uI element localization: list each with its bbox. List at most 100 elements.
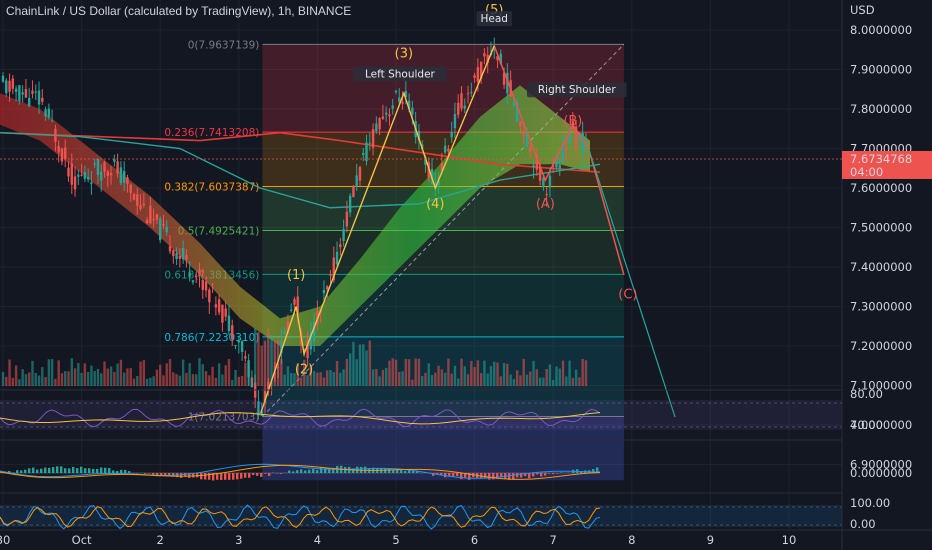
macd-bar	[212, 473, 215, 481]
candle-body	[70, 163, 73, 185]
candle-body	[214, 304, 218, 308]
candle-body	[512, 103, 516, 107]
macd-bar	[120, 469, 123, 473]
volume-bar	[31, 360, 34, 386]
volume-bar	[460, 358, 463, 386]
volume-bar	[411, 379, 414, 386]
macd-bar	[592, 469, 595, 473]
candle-body	[424, 157, 427, 165]
volume-bar	[103, 361, 106, 386]
macd-bar	[460, 473, 463, 480]
volume-bar	[450, 373, 453, 386]
macd-bar	[528, 473, 531, 479]
candle-body	[529, 147, 532, 152]
macd-bar	[560, 472, 563, 473]
y-tick-label: 7.0000000	[850, 418, 912, 432]
candle-body	[394, 90, 398, 93]
candle-body	[191, 280, 195, 283]
volume-bar	[538, 377, 542, 386]
macd-bar	[304, 470, 307, 473]
macd-bar	[264, 473, 267, 474]
macd-bar	[300, 469, 303, 473]
volume-bar	[116, 363, 119, 386]
macd-bar	[224, 473, 227, 480]
macd-bar	[92, 468, 95, 473]
volume-bar	[571, 377, 575, 386]
macd-bar	[468, 473, 471, 480]
candle-body	[329, 274, 332, 276]
macd-bar	[244, 473, 247, 478]
volume-bar	[149, 377, 152, 386]
candle-body	[106, 171, 109, 177]
macd-bar	[156, 473, 159, 477]
candle-body	[47, 108, 51, 118]
candle-body	[552, 165, 555, 167]
candle-body	[217, 299, 221, 313]
candle-body	[155, 214, 159, 220]
volume-bar	[407, 359, 411, 386]
rsi-band	[0, 400, 842, 430]
macd-bar	[232, 473, 235, 480]
volume-bar	[515, 370, 519, 386]
candle-body	[496, 56, 499, 61]
candle-body	[290, 309, 293, 311]
macd-bar	[548, 473, 551, 474]
x-tick-label: 4	[314, 533, 321, 547]
candle-body	[152, 219, 155, 221]
candle-body	[142, 203, 146, 206]
annotation-left-shoulder: Left Shoulder	[365, 68, 436, 80]
volume-bar	[437, 365, 440, 386]
macd-bar	[48, 467, 51, 473]
candle-body	[136, 194, 139, 206]
fib-level-label: 0.786(7.2230310)	[164, 332, 259, 344]
macd-bar	[152, 473, 155, 475]
candle-body	[14, 88, 18, 92]
volume-bar	[378, 376, 381, 386]
volume-bar	[443, 372, 447, 386]
correction-projection	[493, 45, 625, 276]
candle-body	[77, 174, 80, 177]
candle-body	[457, 102, 460, 115]
candle-body	[499, 53, 502, 64]
wave-label-3: (3)	[395, 47, 413, 62]
volume-bar	[342, 369, 345, 386]
candle-body	[565, 146, 568, 151]
volume-bar	[414, 358, 417, 386]
y-tick-label: 7.9000000	[850, 63, 912, 77]
candle-body	[542, 177, 545, 188]
macd-bar	[544, 473, 547, 476]
macd-bar	[56, 466, 59, 473]
macd-bar	[308, 469, 311, 473]
volume-bar	[470, 360, 473, 386]
volume-bar	[568, 360, 571, 386]
volume-bar	[132, 378, 136, 386]
volume-bar	[476, 360, 480, 386]
macd-bar	[16, 470, 19, 473]
volume-bar	[453, 365, 457, 386]
volume-bar	[286, 366, 290, 386]
candle-body	[221, 304, 224, 323]
volume-bar	[168, 359, 172, 386]
candle-body	[80, 174, 83, 176]
candle-body	[21, 92, 24, 95]
candle-body	[208, 289, 211, 303]
candle-body	[260, 410, 263, 416]
macd-bar	[392, 470, 395, 473]
volume-bar	[398, 372, 401, 386]
volume-bar	[106, 368, 109, 386]
candle-body	[227, 315, 231, 331]
candle-body	[195, 275, 198, 278]
candle-body	[185, 255, 188, 260]
volume-bar	[548, 364, 552, 386]
macd-bar	[60, 466, 63, 473]
chart-title: ChainLink / US Dollar (calculated by Tra…	[6, 4, 352, 18]
candle-body	[447, 148, 450, 152]
volume-bar	[312, 371, 316, 386]
volume-bar	[263, 340, 267, 386]
volume-bar	[113, 371, 116, 386]
volume-bar	[90, 365, 93, 386]
candle-body	[535, 154, 539, 170]
macd-bar	[556, 473, 559, 474]
volume-bar	[60, 373, 64, 386]
